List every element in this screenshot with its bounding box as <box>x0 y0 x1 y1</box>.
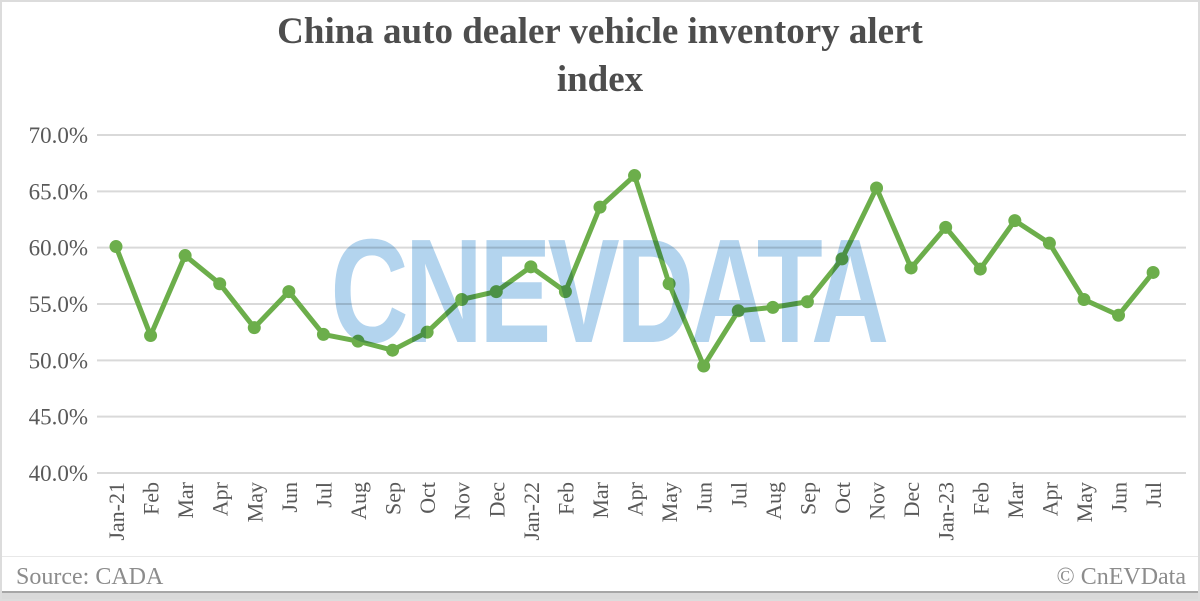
data-point-marker <box>386 343 400 357</box>
x-axis-tick-label: Oct <box>415 482 440 514</box>
x-axis-tick-label: May <box>242 482 267 522</box>
data-point-marker <box>316 327 330 341</box>
data-series <box>109 169 1160 373</box>
data-point-marker <box>558 285 572 299</box>
x-axis-tick-label: Jul <box>1141 482 1166 508</box>
x-axis-tick-label: Jan-22 <box>519 482 544 541</box>
data-point-marker <box>351 334 365 348</box>
y-axis-tick-label: 50.0% <box>29 348 88 373</box>
x-axis-tick-label: Jul <box>311 482 336 508</box>
y-axis-tick-label: 60.0% <box>29 236 88 261</box>
data-point-marker <box>1008 214 1022 228</box>
inventory-index-line <box>113 173 1156 369</box>
data-point-marker <box>1146 265 1160 279</box>
x-axis-tick-label: Apr <box>208 481 233 516</box>
x-axis-tick-label: Jan-23 <box>934 482 959 541</box>
data-point-marker <box>870 181 884 195</box>
data-point-marker <box>662 277 676 291</box>
data-point-marker <box>766 300 780 314</box>
y-axis-tick-label: 55.0% <box>29 292 88 317</box>
data-point-marker <box>1112 308 1126 322</box>
x-axis-tick-label: Nov <box>450 482 475 520</box>
x-axis-tick-label: Apr <box>1037 481 1062 516</box>
x-axis-tick-label: Feb <box>139 482 164 515</box>
data-point-marker <box>697 359 711 373</box>
x-axis-tick-label: Jul <box>726 482 751 508</box>
credit-label: © CnEVData <box>1056 564 1186 590</box>
data-point-marker <box>835 252 849 266</box>
x-axis-tick-label: Dec <box>899 482 924 518</box>
x-axis-tick-label: Oct <box>830 482 855 514</box>
data-point-marker <box>213 277 227 291</box>
data-point-marker <box>282 285 296 299</box>
x-axis-tick-label: Mar <box>173 481 198 518</box>
x-axis-tick-label: Feb <box>968 482 993 515</box>
x-axis-tick-label: Mar <box>1003 481 1028 518</box>
x-axis-tick-label: Dec <box>484 482 509 518</box>
data-point-marker <box>247 321 261 335</box>
x-axis-tick-label: Mar <box>588 481 613 518</box>
data-point-marker <box>973 262 987 276</box>
x-axis-tick-label: Apr <box>623 481 648 516</box>
y-axis-labels: 70.0% 65.0% 60.0% 55.0% 50.0% 45.0% 40.0% <box>29 123 88 486</box>
data-point-marker <box>939 220 953 234</box>
data-point-marker <box>731 304 745 318</box>
x-axis-tick-label: Jun <box>1107 482 1132 513</box>
data-point-marker <box>800 295 814 309</box>
y-axis-tick-label: 45.0% <box>29 405 88 430</box>
data-point-marker <box>178 249 192 263</box>
gridlines <box>97 134 1186 474</box>
data-point-marker <box>1042 236 1056 250</box>
x-axis-tick-label: Aug <box>346 482 371 520</box>
x-axis-tick-label: May <box>657 482 682 522</box>
x-axis-tick-label: Sep <box>381 482 406 515</box>
bottom-bar <box>0 591 1200 601</box>
y-axis-tick-label: 70.0% <box>29 123 88 148</box>
x-axis-tick-label: Sep <box>795 482 820 515</box>
x-axis-tick-label: Jun <box>692 482 717 513</box>
x-axis-tick-label: May <box>1072 482 1097 522</box>
x-axis-tick-label: Jun <box>277 482 302 513</box>
x-axis-tick-label: Feb <box>553 482 578 515</box>
x-axis-tick-label: Aug <box>761 482 786 520</box>
x-axis-labels: Jan-21 Feb Mar Apr May Jun Jul Aug Sep Oct Nov Dec J… <box>104 481 1166 540</box>
page-title-line-2: index <box>556 59 644 100</box>
data-point-marker <box>628 169 642 183</box>
data-point-marker <box>524 260 538 274</box>
y-axis-tick-label: 40.0% <box>29 461 88 486</box>
page-title: China auto dealer vehicle inventory aler… <box>0 8 1200 104</box>
data-point-marker <box>109 240 123 254</box>
data-point-marker <box>144 329 158 343</box>
footer-divider <box>2 556 1198 557</box>
data-point-marker <box>904 261 918 275</box>
page-title-line-1: China auto dealer vehicle inventory aler… <box>277 11 923 52</box>
y-axis-tick-label: 65.0% <box>29 179 88 204</box>
x-axis-tick-label: Nov <box>865 482 890 520</box>
data-point-marker <box>420 325 434 339</box>
data-point-marker <box>455 292 469 306</box>
data-point-marker <box>489 285 503 299</box>
data-point-marker <box>593 200 607 214</box>
x-axis-tick-label: Jan-21 <box>104 482 129 541</box>
data-point-marker <box>1077 292 1091 306</box>
source-label: Source: CADA <box>16 564 164 590</box>
